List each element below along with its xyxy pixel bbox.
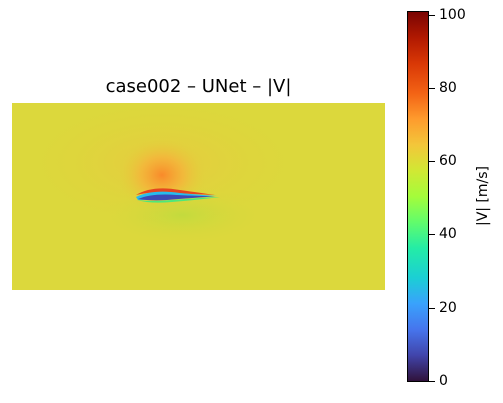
plot-title: case002 – UNet – |V| <box>105 76 292 97</box>
airfoil-lower-layer <box>137 197 220 203</box>
colorbar-tick <box>429 234 435 236</box>
colorbar-label: |V| [m/s] <box>475 165 491 227</box>
airfoil <box>138 194 215 201</box>
colorbar-tick <box>429 307 435 309</box>
suction-edge <box>136 188 215 195</box>
colorbar <box>407 11 429 382</box>
wake-region <box>97 185 267 245</box>
colorbar-tick-label: 100 <box>439 6 466 23</box>
colorbar-tick-label: 40 <box>439 226 457 243</box>
colorbar-tick-label: 20 <box>439 299 457 316</box>
colorbar-tick <box>429 87 435 89</box>
colorbar-tick-label: 80 <box>439 79 457 96</box>
colorbar-tick-label: 0 <box>439 373 448 389</box>
colorbar-tick <box>429 381 435 382</box>
colorbar-tick <box>429 14 435 16</box>
velocity-field-image <box>12 103 385 290</box>
colorbar-tick-label: 60 <box>439 153 457 170</box>
colorbar-tick <box>429 161 435 163</box>
